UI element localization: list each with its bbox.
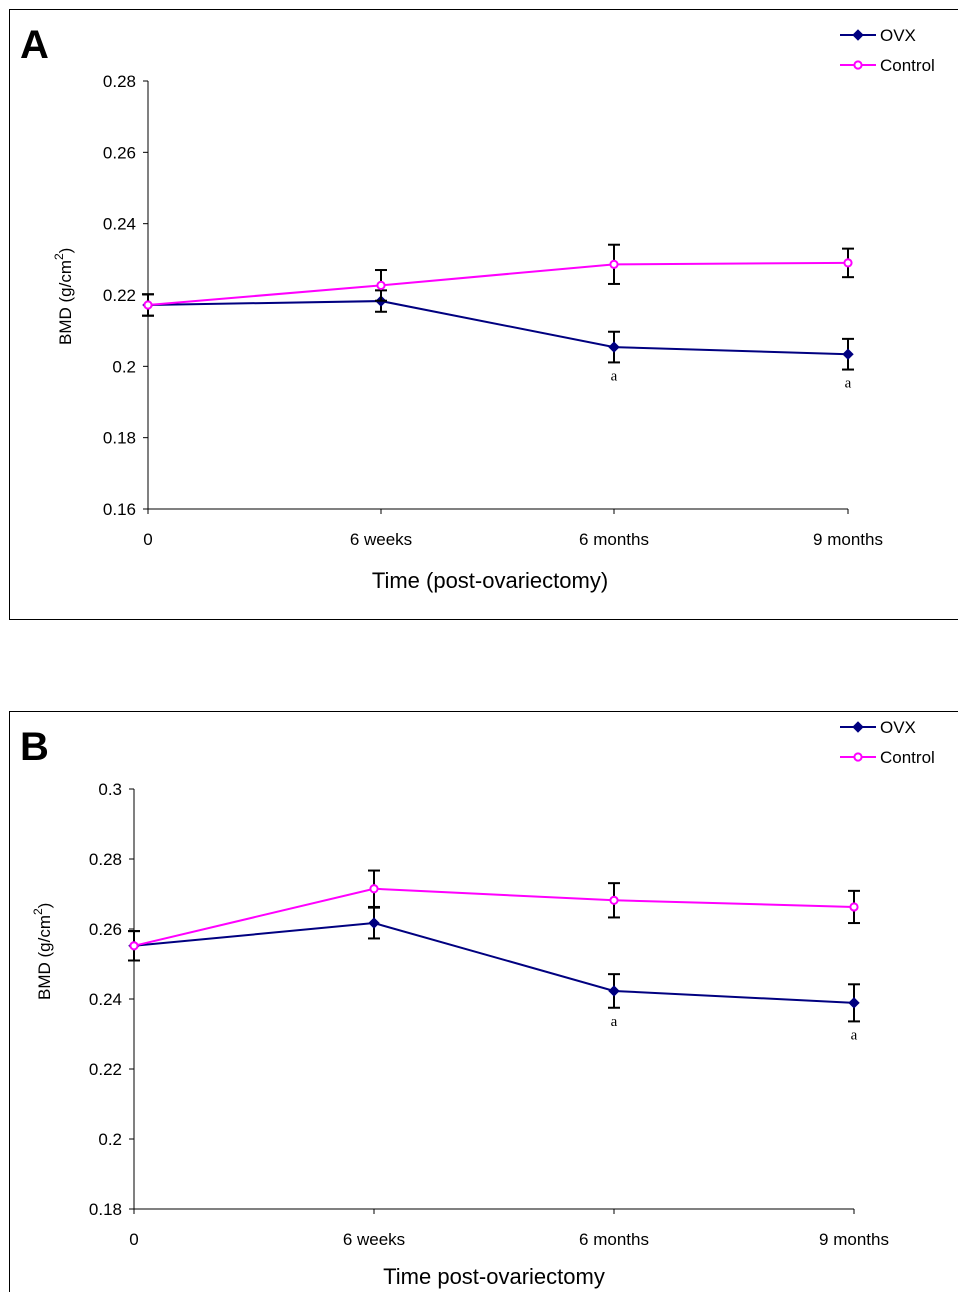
panel-b-control-point: [129, 941, 139, 951]
panel-b-legend-control-marker: [853, 752, 863, 762]
panel-a-legend-control-label: Control: [880, 56, 935, 75]
panel-a-legend-control-marker: [853, 60, 863, 70]
panel-b-y-tick-label: 0.2: [98, 1130, 122, 1149]
panel-b-significance-label: a: [851, 1027, 858, 1043]
panel-a-control-point: [843, 258, 853, 268]
panel-b-y-tick-label: 0.26: [89, 920, 122, 939]
panel-a-y-tick-label: 0.2: [112, 357, 136, 376]
panel-a-y-axis-title-close: ): [56, 248, 75, 254]
panel-b-legend-control-label: Control: [880, 748, 935, 767]
panel-b-y-axis-title-main: BMD (g/cm: [35, 915, 54, 1000]
panel-b-y-tick-label: 0.22: [89, 1060, 122, 1079]
panel-a-control-point: [143, 300, 153, 310]
panel-b-ovx-point: [608, 985, 620, 997]
panel-a-significance-label: a: [845, 376, 852, 392]
panel-a-control-point: [609, 259, 619, 269]
panel-a-y-tick-label: 0.16: [103, 500, 136, 519]
panel-a-ovx-point: [842, 348, 854, 360]
panel-a-legend-ovx-label: OVX: [880, 26, 916, 45]
panel-b-significance-label: a: [611, 1014, 618, 1030]
panel-a-y-axis-title-sup: 2: [52, 253, 66, 260]
panel-a-control-line: [147, 261, 849, 306]
panel-a-y-tick-label: 0.22: [103, 286, 136, 305]
panel-a-letter: A: [20, 23, 49, 67]
panel-b-y-axis-title-close: ): [35, 903, 54, 909]
panel-b-legend-ovx-marker: [852, 721, 864, 733]
panel-b-y-axis-title: BMD (g/cm2): [31, 903, 54, 1000]
panel-b-x-tick-label: 0: [129, 1230, 138, 1249]
panel-b-letter: B: [20, 725, 49, 769]
panel-a-y-tick-label: 0.24: [103, 215, 136, 234]
panel-b: B Time post-ovariectomy BMD (g/cm2) 0.18…: [9, 711, 958, 1292]
panel-b-y-tick-label: 0.18: [89, 1200, 122, 1219]
panel-a-x-tick-label: 9 months: [813, 530, 883, 549]
panel-a-y-tick-label: 0.26: [103, 143, 136, 162]
panel-a-legend-ovx-marker: [852, 29, 864, 41]
panel-a-x-axis-title: Time (post-ovariectomy): [372, 568, 608, 593]
panel-b-y-tick-label: 0.3: [98, 780, 122, 799]
panel-b-y-tick-label: 0.24: [89, 990, 122, 1009]
panel-b-frame: [9, 711, 958, 1292]
panel-a-y-tick-label: 0.18: [103, 429, 136, 448]
panel-b-legend-ovx-label: OVX: [880, 718, 916, 737]
panel-b-control-line: [133, 887, 855, 947]
panel-b-control-point: [849, 902, 859, 912]
panel-b-y-axis-title-sup: 2: [31, 908, 45, 915]
panel-a-ovx-point: [608, 341, 620, 353]
panel-b-x-tick-label: 6 weeks: [343, 1230, 405, 1249]
panel-b-ovx-line: [133, 922, 855, 1004]
panel-b-y-tick-label: 0.28: [89, 850, 122, 869]
panel-a-y-axis-title: BMD (g/cm2): [52, 248, 75, 345]
panel-b-x-tick-label: 9 months: [819, 1230, 889, 1249]
panel-a-control-point: [376, 280, 386, 290]
panel-a-ovx-line: [147, 300, 849, 356]
panel-a: A Time (post-ovariectomy) BMD (g/cm2) 0.…: [9, 9, 958, 620]
panel-b-control-point: [369, 884, 379, 894]
panel-b-ovx-point: [848, 997, 860, 1009]
panel-a-y-tick-label: 0.28: [103, 72, 136, 91]
panel-b-control-point: [609, 895, 619, 905]
panel-b-ovx-point: [368, 917, 380, 929]
panel-a-frame: [9, 9, 958, 620]
panel-a-x-tick-label: 6 weeks: [350, 530, 412, 549]
panel-a-y-axis-title-main: BMD (g/cm: [56, 260, 75, 345]
panel-a-x-tick-label: 6 months: [579, 530, 649, 549]
panel-b-x-axis-title: Time post-ovariectomy: [383, 1264, 605, 1289]
panel-a-x-tick-label: 0: [143, 530, 152, 549]
panel-b-x-tick-label: 6 months: [579, 1230, 649, 1249]
panel-a-significance-label: a: [611, 368, 618, 384]
